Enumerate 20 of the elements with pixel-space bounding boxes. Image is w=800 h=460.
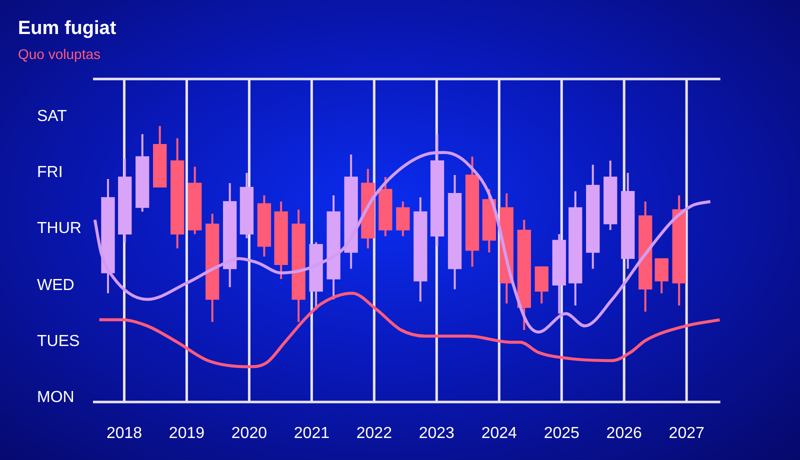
text: SAT xyxy=(37,108,68,126)
x-tick-label: 2020 xyxy=(231,425,268,442)
x-tick-label: 2018 xyxy=(106,425,142,442)
x-tick-label: 2022 xyxy=(356,425,392,442)
text: FRI xyxy=(37,164,64,182)
text: WED xyxy=(37,276,76,295)
x-tick-label: 2024 xyxy=(481,425,518,442)
text: THUR xyxy=(37,220,82,238)
x-tick-label: 2025 xyxy=(544,425,580,442)
text: TUES xyxy=(37,332,81,351)
x-tick-label: 2026 xyxy=(606,425,642,442)
chart-title: Eum fugiat xyxy=(18,18,116,40)
x-tick-label: 2027 xyxy=(668,425,704,442)
x-tick-label: 2023 xyxy=(418,425,455,442)
candlestick xyxy=(396,200,410,238)
x-tick-label: 2021 xyxy=(294,425,330,442)
x-tick-label: 2019 xyxy=(168,425,205,442)
chart-subtitle: Quo voluptas xyxy=(18,46,100,62)
text: MON xyxy=(37,388,76,407)
candlestick xyxy=(654,258,668,294)
